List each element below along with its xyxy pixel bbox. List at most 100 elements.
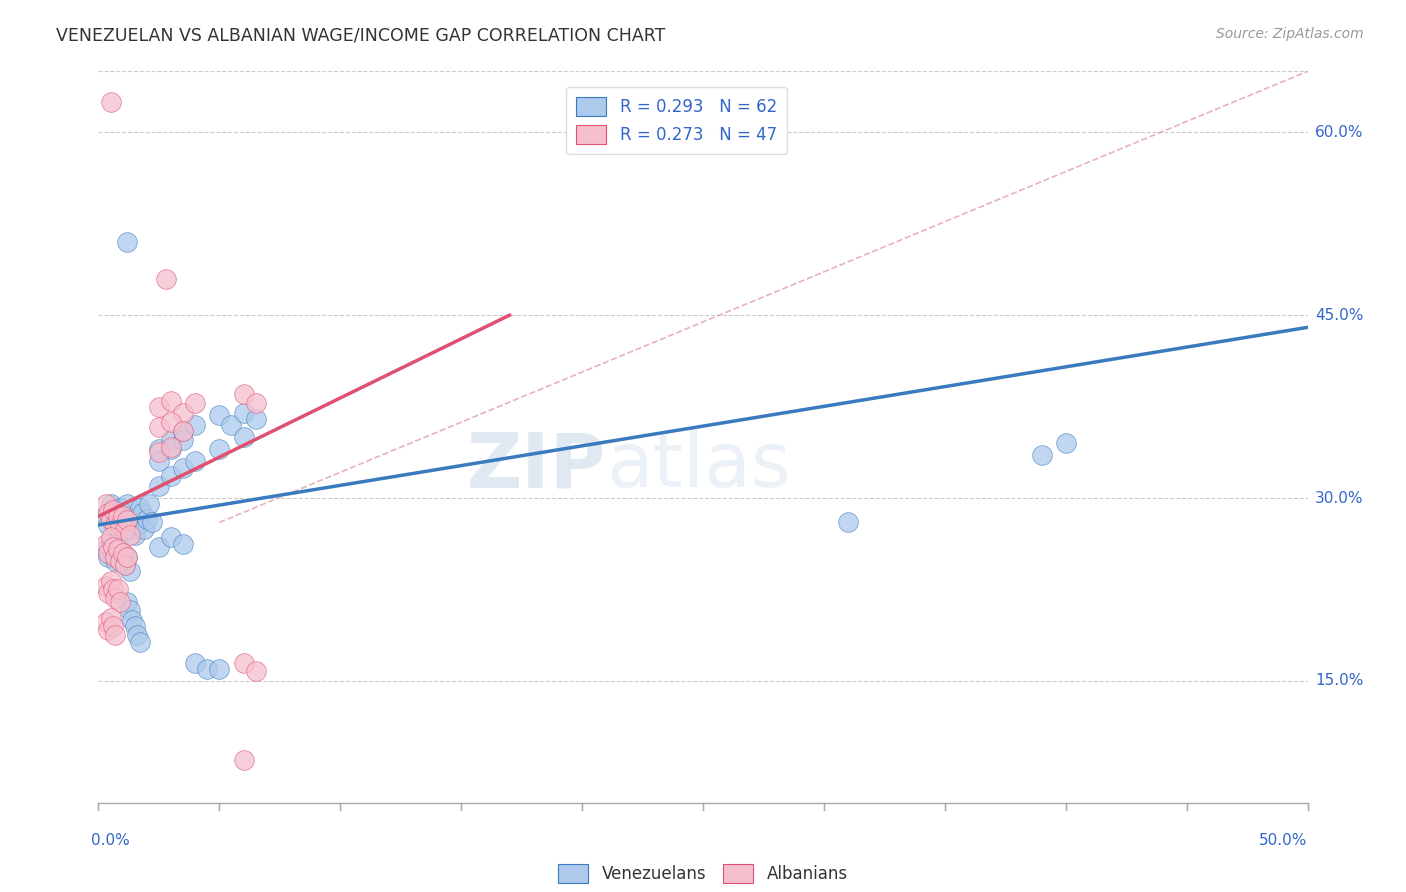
Point [128,635,150,649]
Point [107,509,129,524]
Point [221,417,243,432]
Point [160,393,183,408]
Point [121,613,143,627]
Point [141,516,163,530]
Point [245,412,267,426]
Point [94,497,117,511]
Point [94,579,117,593]
Text: 0.0%: 0.0% [91,833,129,848]
Point [155,271,177,285]
Point [101,546,124,560]
Point [1031,448,1053,462]
Point [118,521,141,535]
Point [107,542,129,557]
Point [138,497,160,511]
Point [117,497,139,511]
Point [104,554,127,568]
Point [118,603,141,617]
Point [124,527,146,541]
Point [100,513,122,527]
Point [148,400,170,414]
Text: atlas: atlas [606,429,792,503]
Text: 50.0%: 50.0% [1260,833,1308,848]
Point [148,442,170,457]
Point [104,627,127,641]
Point [97,506,120,520]
Point [172,424,194,438]
Point [100,574,122,588]
Point [117,513,139,527]
Point [131,506,153,520]
Point [114,558,136,573]
Text: VENEZUELAN VS ALBANIAN WAGE/INCOME GAP CORRELATION CHART: VENEZUELAN VS ALBANIAN WAGE/INCOME GAP C… [56,27,665,45]
Point [184,454,207,468]
Point [172,433,194,447]
Point [245,664,267,678]
Point [232,430,254,444]
Point [232,387,254,401]
Point [97,623,120,637]
Point [108,594,131,608]
Point [111,507,134,521]
Point [160,469,183,483]
Point [148,540,170,554]
Point [114,558,136,573]
Point [94,509,117,524]
Point [94,542,117,557]
Point [107,517,129,532]
Point [148,420,170,434]
Point [100,537,122,551]
Point [127,627,149,641]
Point [117,594,139,608]
Text: Source: ZipAtlas.com: Source: ZipAtlas.com [1216,27,1364,41]
Point [127,517,149,532]
Point [97,546,120,560]
Point [108,517,131,532]
Point [104,512,127,526]
Point [111,546,134,560]
Point [208,408,231,422]
Point [117,549,139,564]
Point [100,610,122,624]
Point [100,95,122,109]
Point [107,540,129,554]
Point [172,460,194,475]
Point [160,416,183,430]
Point [195,662,218,676]
Point [118,527,141,541]
Point [101,582,124,597]
Point [101,540,124,554]
Point [172,424,194,438]
Point [148,454,170,468]
Point [232,656,254,670]
Point [245,396,267,410]
Point [97,517,120,532]
Text: 45.0%: 45.0% [1315,308,1364,323]
Point [160,440,183,454]
Point [184,396,207,410]
Text: ZIP: ZIP [467,429,606,503]
Point [134,521,156,535]
Point [208,662,231,676]
Text: 15.0%: 15.0% [1315,673,1364,689]
Point [114,521,136,535]
Legend: Venezuelans, Albanians: Venezuelans, Albanians [551,857,855,889]
Point [111,546,134,560]
Point [148,444,170,458]
Point [160,530,183,544]
Point [101,503,124,517]
Point [97,549,120,564]
Point [208,442,231,457]
Text: 60.0%: 60.0% [1315,125,1364,140]
Point [160,433,183,447]
Point [160,442,183,457]
Text: 30.0%: 30.0% [1315,491,1364,506]
Point [837,516,859,530]
Point [1054,436,1077,450]
Point [107,582,129,597]
Point [117,235,139,249]
Point [111,509,134,524]
Point [124,619,146,633]
Point [118,564,141,578]
Point [104,549,127,564]
